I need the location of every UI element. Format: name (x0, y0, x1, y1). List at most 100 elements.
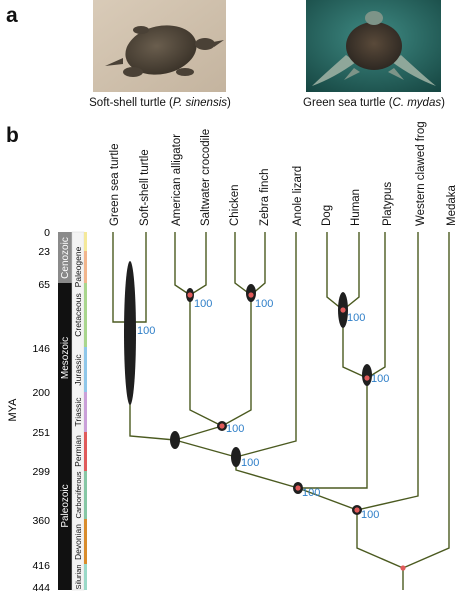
taxon-label: Dog (321, 205, 333, 226)
stripe-permian (84, 432, 87, 471)
calibration-dot (248, 292, 254, 298)
bootstrap-label: 100 (194, 298, 212, 310)
branch-medaka (402, 232, 450, 569)
branch-american-alligator (174, 232, 191, 296)
caption-suffix: ) (227, 97, 231, 109)
branch-amniotes-stem (297, 487, 358, 511)
branch-archosaurs-stem (174, 425, 223, 441)
bootstrap-label: 100 (302, 487, 320, 499)
era-label-mesozoic: Mesozoic (60, 337, 71, 379)
bootstrap-label: 100 (137, 325, 155, 337)
branch-human (342, 232, 360, 311)
y-axis-label: MYA (7, 398, 19, 422)
bootstrap-label: 100 (361, 509, 379, 521)
cenozoic-band (58, 232, 72, 283)
tick-label: 0 (44, 227, 50, 239)
time-tick-labels: 0 23 65 146 200 251 299 360 416 444 (32, 227, 50, 594)
tree-branches (112, 232, 450, 590)
taxon-label: Chicken (229, 184, 241, 226)
tick-label: 251 (32, 427, 50, 439)
era-labels: Cenozoic Mesozoic Paleozoic (60, 237, 71, 528)
branch-birds-stem (221, 295, 252, 427)
stripe-silurian (84, 564, 87, 590)
tick-label: 200 (32, 387, 50, 399)
period-label-cretaceous: Cretaceous (73, 293, 83, 336)
taxon-label: Human (350, 189, 362, 226)
bootstrap-labels: 100 100 100 100 100 100 100 100 100 (137, 298, 389, 521)
taxon-label: Zebra finch (259, 168, 271, 226)
branch-tetrapods-stem (356, 510, 404, 569)
calibration-dots (187, 292, 406, 571)
calibration-dot (400, 565, 406, 571)
mesozoic-band (58, 283, 72, 432)
tick-label: 299 (32, 466, 50, 478)
calibration-dot (340, 307, 346, 313)
period-label-carboniferous: Carboniferous (74, 471, 83, 518)
period-color-stripes (84, 232, 87, 590)
taxon-labels: Green sea turtle Soft-shell turtle Ameri… (109, 121, 458, 226)
node-ellipse-turtles (124, 261, 136, 405)
period-label-paleogene: Paleogene (73, 246, 83, 287)
period-label-silurian: Silurian (74, 564, 83, 589)
branch-chicken (234, 232, 252, 296)
caption-prefix: Green sea turtle ( (303, 97, 393, 109)
period-label-devonian: Devonian (73, 524, 83, 560)
era-bar (58, 232, 72, 590)
stripe-paleogene (84, 251, 87, 283)
tick-label: 65 (38, 279, 50, 291)
branch-saltwater-crocodile (189, 232, 207, 296)
bootstrap-label: 100 (347, 312, 365, 324)
branch-archelosaurs-stem (174, 439, 237, 458)
bootstrap-label: 100 (371, 373, 389, 385)
tick-label: 360 (32, 515, 50, 527)
green-sea-turtle-caption: Green sea turtle (C. mydas) (290, 97, 458, 109)
era-label-cenozoic: Cenozoic (60, 237, 71, 279)
branch-crocodilians-stem (189, 295, 223, 427)
taxon-label: Platypus (382, 182, 394, 226)
node-ellipses (124, 261, 372, 515)
caption-prefix: Soft-shell turtle ( (89, 97, 173, 109)
panel-a-label: a (6, 4, 18, 27)
taxon-label: Western clawed frog (415, 121, 427, 226)
tick-label: 146 (32, 343, 50, 355)
branch-eutherians-stem (342, 310, 368, 379)
calibration-dot (219, 423, 225, 429)
soft-shell-turtle-photo (93, 0, 226, 92)
taxon-label: Soft-shell turtle (139, 149, 151, 226)
green-sea-turtle-photo (306, 0, 441, 92)
taxon-label: Anole lizard (292, 166, 304, 226)
paleozoic-band (58, 432, 72, 590)
bootstrap-label: 100 (241, 457, 259, 469)
era-label-paleozoic: Paleozoic (60, 484, 71, 527)
branch-turtles-stem (129, 322, 176, 441)
branch-platypus (366, 232, 386, 379)
branch-mammals-stem (298, 378, 368, 489)
node-ellipse-mammals (362, 364, 372, 386)
taxon-label: American alligator (171, 134, 183, 226)
bootstrap-label: 100 (255, 298, 273, 310)
branch-western-clawed-frog (356, 232, 419, 511)
node-ellipse-sauropsids (231, 447, 241, 467)
calibration-dot (364, 375, 370, 381)
panel-b-label: b (6, 124, 19, 147)
tick-label: 416 (32, 560, 50, 572)
taxon-label: Medaka (446, 184, 458, 226)
caption-suffix: ) (441, 97, 445, 109)
stripe-devonian (84, 519, 87, 564)
taxon-label: Saltwater crocodile (200, 129, 212, 226)
period-label-jurassic: Jurassic (73, 354, 83, 386)
period-label-triassic: Triassic (73, 397, 83, 427)
calibration-dot (295, 485, 301, 491)
branch-anole-lizard (235, 232, 297, 458)
bootstrap-label: 100 (226, 423, 244, 435)
tick-label: 23 (38, 246, 50, 258)
stripe-triassic (84, 392, 87, 432)
stripe-jurassic (84, 347, 87, 392)
stripe-neogene (84, 232, 87, 251)
stripe-cretaceous (84, 283, 87, 347)
period-labels: Paleogene Cretaceous Jurassic Triassic P… (73, 246, 83, 589)
node-ellipse-archelosaurs (170, 431, 180, 449)
soft-shell-turtle-caption: Soft-shell turtle (P. sinensis) (80, 97, 240, 109)
branch-dog (326, 232, 344, 311)
